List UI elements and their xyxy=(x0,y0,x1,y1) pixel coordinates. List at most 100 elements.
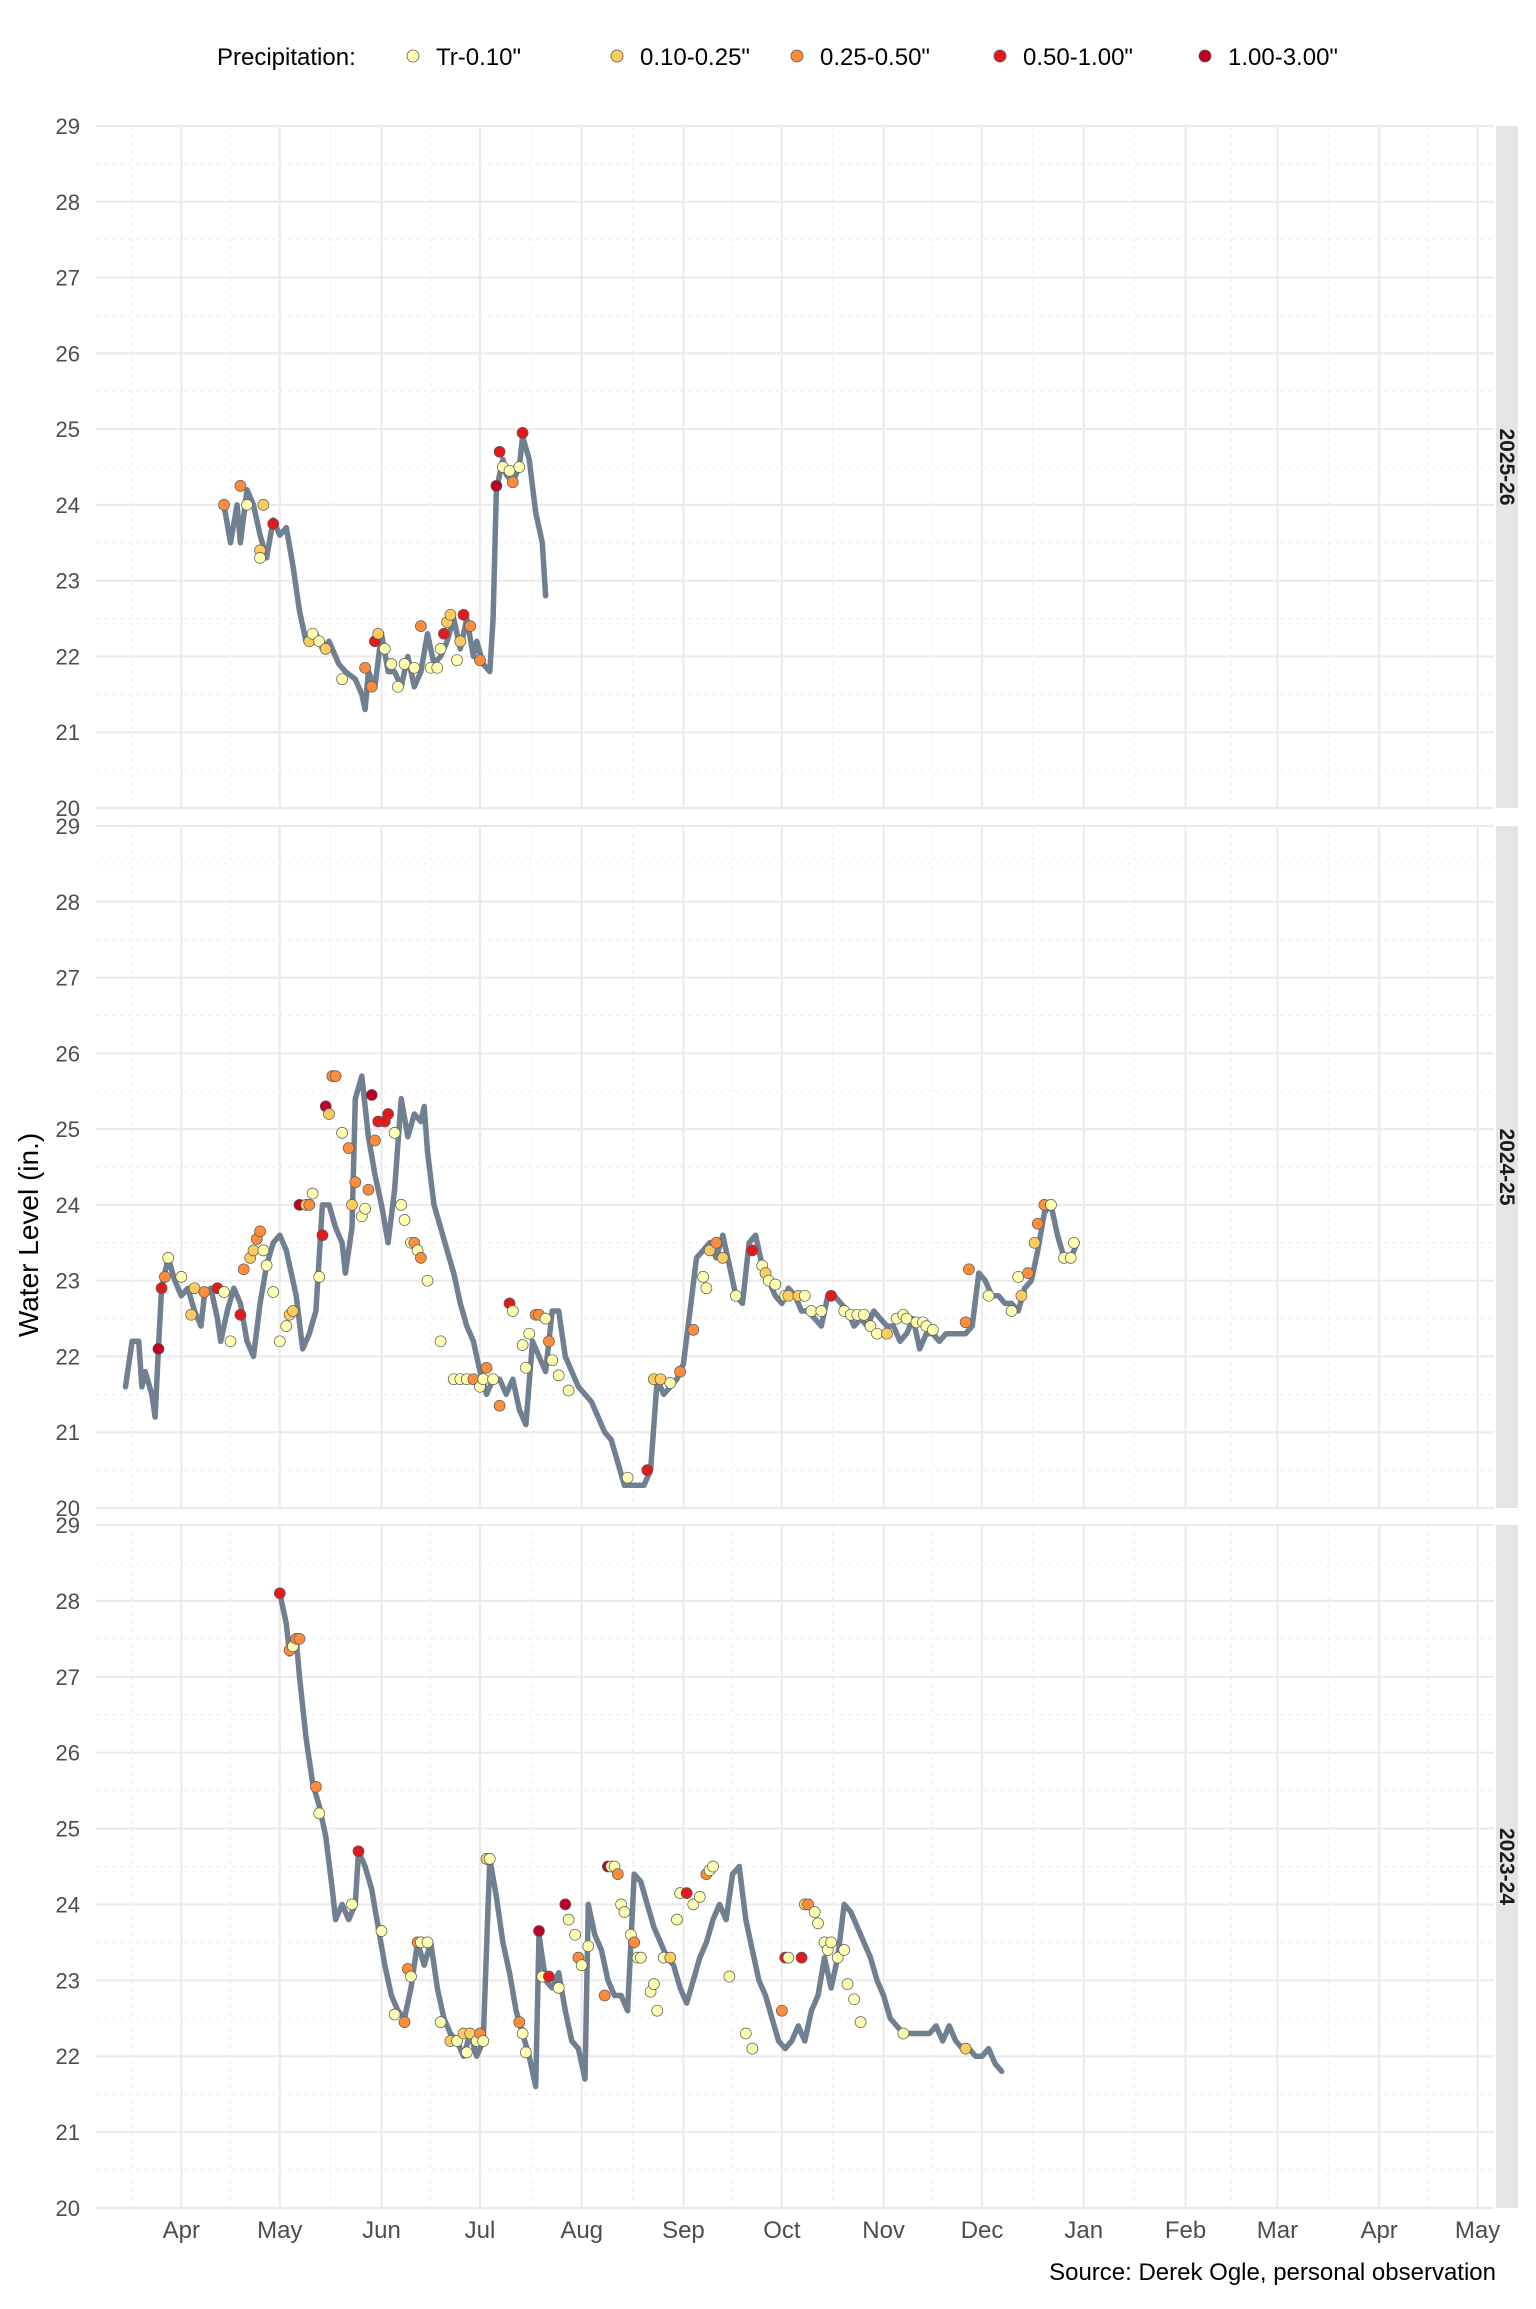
precip-point xyxy=(444,608,457,621)
legend-label-2: 0.10-0.25" xyxy=(640,44,750,71)
precip-point xyxy=(815,1305,828,1317)
precip-point xyxy=(224,1335,237,1348)
precip-point xyxy=(1068,1236,1080,1249)
precip-point xyxy=(342,1142,355,1154)
precip-point xyxy=(1045,1199,1057,1211)
precip-point xyxy=(900,1312,913,1325)
precip-point xyxy=(710,1236,723,1249)
precip-point xyxy=(802,1898,814,1911)
precip-point xyxy=(349,1176,362,1189)
precip-point xyxy=(959,2042,972,2055)
facet-label: 2025-26 xyxy=(1495,428,1518,505)
x-tick-label: Nov xyxy=(862,2217,905,2244)
precip-point xyxy=(769,1278,782,1291)
precip-point xyxy=(1022,1267,1034,1279)
water-level-line xyxy=(277,1590,1005,2090)
precip-point xyxy=(707,1860,719,1873)
precip-point xyxy=(858,1308,870,1321)
precip-point xyxy=(1028,1236,1041,1249)
precip-point xyxy=(520,1361,532,1374)
precip-point xyxy=(628,1936,641,1949)
precip-point xyxy=(812,1917,824,1930)
precip-point xyxy=(730,1289,742,1302)
y-tick-label: 22 xyxy=(56,644,80,669)
precip-point xyxy=(336,1127,348,1139)
precip-point xyxy=(559,1898,572,1911)
precip-point xyxy=(365,680,378,693)
precip-point xyxy=(963,1263,975,1276)
panel-2023-24: 20 21 22 23 24 25 26 27 28 29 2023-24 xyxy=(56,1513,1518,2221)
precip-point xyxy=(664,1377,677,1389)
precip-point xyxy=(700,1282,713,1295)
precip-point xyxy=(198,1286,211,1298)
x-tick-label: Jul xyxy=(465,2217,496,2244)
y-tick-label: 25 xyxy=(56,1817,80,1842)
panel-2024-25: 20 21 22 23 24 25 26 27 28 29 2024-25 xyxy=(56,814,1518,1521)
precip-point xyxy=(516,1339,529,1351)
precip-point xyxy=(254,552,266,564)
precip-point xyxy=(808,1906,821,1918)
y-tick-label: 22 xyxy=(56,2044,80,2069)
precip-point xyxy=(739,2027,752,2040)
precip-point xyxy=(175,1271,188,1283)
precip-point xyxy=(378,643,391,655)
precip-point xyxy=(533,1925,545,1937)
precip-point xyxy=(438,627,450,640)
precip-point xyxy=(503,464,516,477)
precip-point xyxy=(362,1183,375,1196)
precip-point xyxy=(359,661,371,674)
precip-point xyxy=(451,654,463,667)
y-tick-label: 21 xyxy=(56,1420,80,1445)
facet-strip xyxy=(1496,126,1518,808)
precip-point xyxy=(352,1845,365,1858)
precip-point xyxy=(392,680,404,693)
precip-point xyxy=(415,1252,427,1264)
precip-point xyxy=(569,1928,581,1941)
y-tick-label: 24 xyxy=(56,1892,80,1917)
precip-point xyxy=(372,627,385,640)
x-tick-label: Apr xyxy=(163,2217,200,2244)
precip-point xyxy=(323,1108,335,1120)
precip-point xyxy=(723,1970,736,1983)
precip-point xyxy=(1064,1252,1077,1264)
precip-point xyxy=(516,2027,529,2040)
precip-point xyxy=(805,1305,818,1317)
precip-point xyxy=(359,1202,371,1215)
y-tick-label: 26 xyxy=(56,1041,80,1066)
precip-point xyxy=(369,1134,381,1147)
y-tick-label: 26 xyxy=(56,341,80,366)
precip-point xyxy=(257,499,270,511)
precip-point xyxy=(611,1868,624,1880)
legend-title: Precipitation: xyxy=(217,44,356,71)
y-tick-label: 28 xyxy=(56,890,80,915)
legend-label-1: Tr-0.10" xyxy=(436,44,521,71)
y-tick-label: 20 xyxy=(56,2196,80,2221)
precip-point xyxy=(641,1464,654,1476)
precip-point xyxy=(159,1271,171,1283)
y-tick-label: 25 xyxy=(56,1117,80,1142)
precip-point xyxy=(267,517,280,530)
precip-point xyxy=(273,1587,286,1600)
x-tick-label: Aug xyxy=(560,2217,603,2244)
precip-point xyxy=(848,1993,860,2006)
x-tick-label: Dec xyxy=(961,2217,1004,2244)
precip-point xyxy=(716,1252,729,1264)
y-tick-label: 21 xyxy=(56,2120,80,2145)
precip-point xyxy=(959,1316,972,1329)
precip-point xyxy=(306,1187,319,1200)
precip-point xyxy=(543,1970,555,1983)
precip-point xyxy=(273,1335,286,1348)
precip-point xyxy=(241,499,253,511)
precip-point xyxy=(490,480,503,492)
x-tick-label: May xyxy=(257,2217,302,2244)
precip-point xyxy=(316,1229,329,1242)
precip-point xyxy=(546,1354,559,1367)
facet-label: 2023-24 xyxy=(1495,1828,1518,1905)
precip-point xyxy=(218,1286,230,1298)
precip-point xyxy=(434,2016,447,2028)
x-tick-label: Jun xyxy=(362,2217,401,2244)
precip-point xyxy=(825,1289,837,1302)
x-tick-label: May xyxy=(1455,2217,1500,2244)
y-tick-label: 25 xyxy=(56,417,80,442)
x-tick-label: Sep xyxy=(662,2217,705,2244)
